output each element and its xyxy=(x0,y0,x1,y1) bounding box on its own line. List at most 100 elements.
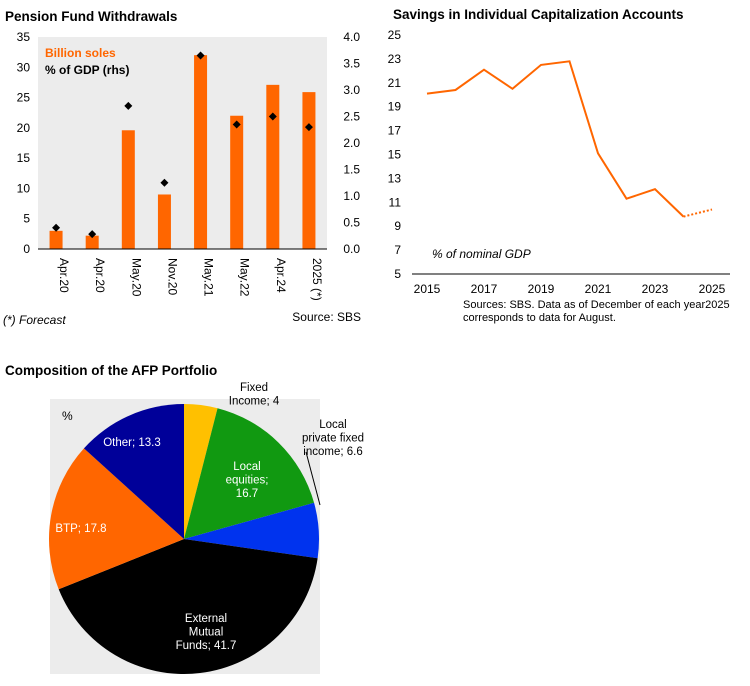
pension-ytick-4: 20 xyxy=(17,121,31,135)
savings-y-axis: 5 7 9 11 13 15 17 19 21 23 25 xyxy=(388,28,402,281)
pension-xtick-2: May.20 xyxy=(129,258,143,297)
afp-slice-label-1-line-0: Local xyxy=(233,461,261,473)
savings-source-line-2: corresponds to data for August. xyxy=(463,312,616,324)
afp-slice-label-3-line-2: Funds; 41.7 xyxy=(176,640,237,652)
savings-ytick-0: 5 xyxy=(394,267,401,281)
pension-footnote: (*) Forecast xyxy=(3,313,66,327)
afp-pie-labels: Fixed Income; 4 Local equities; 16.7 Local pri… xyxy=(55,382,364,652)
afp-slice-label-0-line-0: Fixed xyxy=(240,382,268,394)
savings-ytick-3: 11 xyxy=(389,195,402,209)
savings-annotation: % of nominal GDP xyxy=(432,247,531,261)
legend-gdp-rhs: % of GDP (rhs) xyxy=(45,63,129,77)
afp-slice-label-1-line-1: equities; xyxy=(226,475,269,487)
savings-xtick-2: 2019 xyxy=(528,282,555,296)
pension-bar-4 xyxy=(194,55,208,249)
pension-y2tick-4: 2.0 xyxy=(343,136,360,150)
pension-xtick-4: May.21 xyxy=(202,258,216,297)
afp-slice-label-2-line-0: Local xyxy=(319,419,347,431)
pension-ytick-0: 0 xyxy=(23,242,30,256)
afp-slice-5 xyxy=(83,404,184,539)
pension-bar-5 xyxy=(230,115,244,249)
afp-slice-label-1: Local equities; 16.7 xyxy=(226,461,269,500)
afp-slice-label-5: Other; 13.3 xyxy=(103,437,161,449)
pension-ytick-2: 10 xyxy=(17,181,31,195)
afp-slice-label-2-line-1: private fixed xyxy=(302,433,364,445)
pension-bar-2 xyxy=(121,130,135,249)
afp-slice-label-2-line-2: income; 6.6 xyxy=(303,446,362,458)
afp-slice-1 xyxy=(184,408,315,539)
local-private-leader-line xyxy=(305,451,321,506)
pension-marker-4 xyxy=(196,51,205,60)
pension-legend: Billion soles % of GDP (rhs) xyxy=(45,46,129,77)
pension-right-axis: 0.0 0.5 1.0 1.5 2.0 2.5 3.0 3.5 4.0 xyxy=(343,30,360,256)
savings-ytick-8: 21 xyxy=(388,76,402,90)
pension-marker-0 xyxy=(52,223,61,232)
afp-portfolio-chart: Composition of the AFP Portfolio % Fixed… xyxy=(5,363,364,675)
pension-ytick-6: 30 xyxy=(17,60,31,74)
savings-xtick-5: 2025 xyxy=(699,282,726,296)
legend-billion-soles: Billion soles xyxy=(45,46,116,60)
pension-bar-6 xyxy=(266,84,280,249)
pension-y2tick-0: 0.0 xyxy=(343,242,360,256)
pension-xtick-7: 2025 (*) xyxy=(310,258,324,301)
pension-y2tick-2: 1.0 xyxy=(343,189,360,203)
pension-marker-1 xyxy=(88,230,97,239)
pension-bar-1 xyxy=(85,235,99,249)
pension-xtick-1: Apr.20 xyxy=(93,258,107,293)
afp-slice-label-4-line-0: BTP; 17.8 xyxy=(55,523,106,535)
afp-slice-4 xyxy=(49,448,184,590)
afp-slice-label-3-line-1: Mutual xyxy=(189,627,224,639)
savings-ytick-5: 15 xyxy=(388,148,402,162)
savings-ytick-10: 25 xyxy=(388,28,402,42)
afp-slice-2 xyxy=(184,502,320,559)
savings-line-forecast xyxy=(683,208,713,218)
pension-marker-2 xyxy=(124,101,133,110)
pension-y2tick-7: 3.5 xyxy=(343,57,360,71)
savings-xtick-1: 2017 xyxy=(471,282,498,296)
afp-slice-0 xyxy=(184,403,218,539)
pension-withdrawals-title: Pension Fund Withdrawals xyxy=(5,9,177,24)
afp-slice-label-4: BTP; 17.8 xyxy=(55,523,106,535)
pension-xtick-6: Apr.24 xyxy=(274,258,288,293)
savings-ytick-2: 9 xyxy=(394,219,401,233)
pension-y2tick-3: 1.5 xyxy=(343,163,360,177)
savings-ytick-6: 17 xyxy=(388,124,402,138)
savings-title: Savings in Individual Capitalization Acc… xyxy=(393,7,684,22)
savings-line-actual xyxy=(426,60,685,218)
pension-bar-3 xyxy=(157,194,171,249)
savings-ytick-9: 23 xyxy=(388,52,402,66)
pension-source: Source: SBS xyxy=(292,310,361,324)
savings-ytick-7: 19 xyxy=(388,100,402,114)
savings-source-line-1: Sources: SBS. Data as of December of eac… xyxy=(463,299,730,311)
pension-left-axis: 0 5 10 15 20 25 30 35 xyxy=(17,30,31,256)
pension-ytick-1: 5 xyxy=(23,212,30,226)
pension-bars xyxy=(49,55,316,250)
afp-pie-slices xyxy=(49,403,320,675)
pension-y2tick-8: 4.0 xyxy=(343,30,360,44)
afp-unit: % xyxy=(62,409,73,423)
pension-x-axis: Apr.20 Apr.20 May.20 Nov.20 May.21 May.22 Apr.… xyxy=(57,258,324,301)
savings-ytick-4: 13 xyxy=(388,171,402,185)
savings-ytick-1: 7 xyxy=(394,243,401,257)
pension-xtick-3: Nov.20 xyxy=(165,258,179,295)
afp-slice-label-0-line-1: Income; 4 xyxy=(229,396,280,408)
afp-slice-label-1-line-2: 16.7 xyxy=(236,488,258,500)
afp-slice-label-2: Local private fixed income; 6.6 xyxy=(302,419,364,458)
afp-slice-label-5-line-0: Other; 13.3 xyxy=(103,437,161,449)
pension-marker-5 xyxy=(232,120,241,129)
afp-slice-3 xyxy=(58,539,318,675)
pension-marker-3 xyxy=(160,178,169,187)
pension-xtick-5: May.22 xyxy=(238,258,252,297)
pension-y2tick-6: 3.0 xyxy=(343,83,360,97)
pension-ytick-5: 25 xyxy=(17,91,31,105)
pension-bar-7 xyxy=(302,92,316,250)
savings-xtick-4: 2023 xyxy=(642,282,669,296)
pension-withdrawals-chart: Pension Fund Withdrawals 05101520253035 … xyxy=(3,9,361,327)
afp-slice-label-0: Fixed Income; 4 xyxy=(229,382,280,408)
savings-chart: Savings in Individual Capitalization Acc… xyxy=(388,7,730,324)
pension-y2tick-1: 0.5 xyxy=(343,216,360,230)
afp-portfolio-title: Composition of the AFP Portfolio xyxy=(5,363,217,378)
pension-marker-7 xyxy=(304,123,313,132)
pension-xtick-0: Apr.20 xyxy=(57,258,71,293)
savings-xtick-3: 2021 xyxy=(585,282,612,296)
